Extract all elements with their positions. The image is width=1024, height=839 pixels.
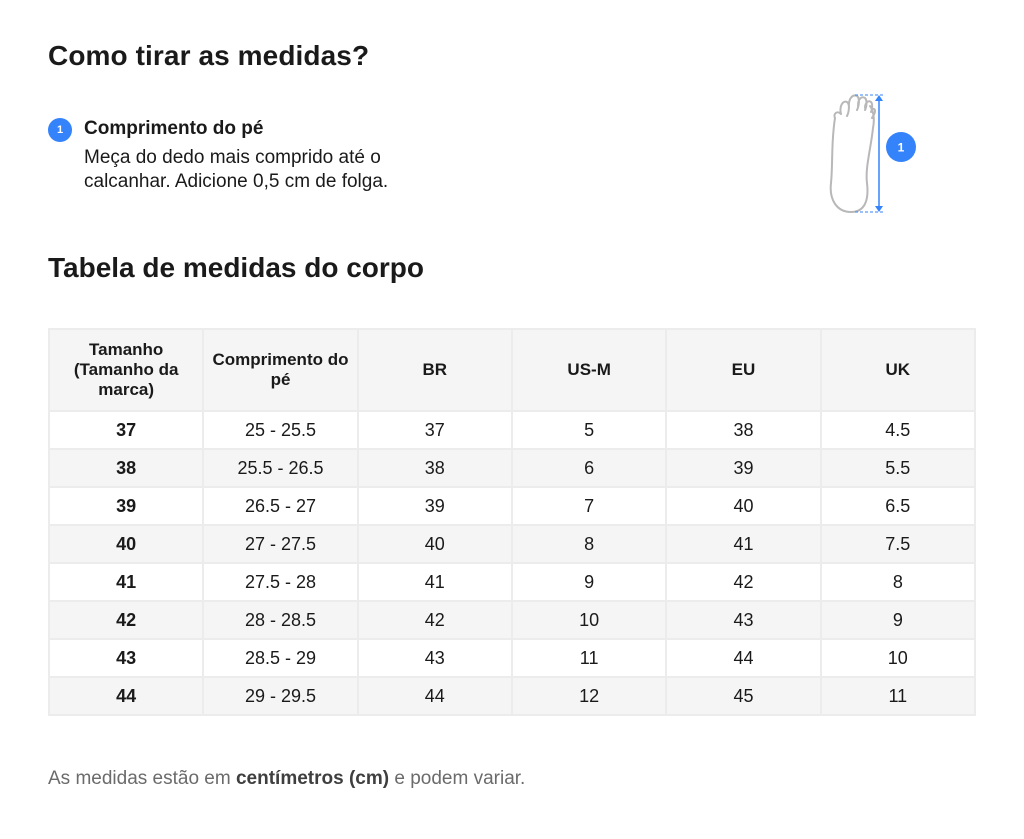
cell-foot-length: 28.5 - 29 <box>202 638 359 678</box>
header-us-m: US-M <box>510 328 668 412</box>
table-row: 39 26.5 - 27 39 7 40 6.5 <box>47 486 977 526</box>
cell-br: 37 <box>356 410 513 450</box>
cell-uk: 10 <box>819 638 977 678</box>
cell-us-m: 11 <box>510 638 668 678</box>
cell-eu: 44 <box>665 638 822 678</box>
cell-eu: 42 <box>665 562 822 602</box>
cell-br: 40 <box>356 524 513 564</box>
cell-size: 38 <box>47 448 205 488</box>
units-note-prefix: As medidas estão em <box>48 768 236 789</box>
cell-eu: 43 <box>665 600 822 640</box>
cell-us-m: 10 <box>510 600 668 640</box>
cell-eu: 39 <box>665 448 822 488</box>
cell-us-m: 6 <box>510 448 668 488</box>
cell-uk: 4.5 <box>819 410 977 450</box>
header-eu: EU <box>665 328 822 412</box>
table-row: 37 25 - 25.5 37 5 38 4.5 <box>47 410 977 450</box>
cell-eu: 45 <box>665 676 822 716</box>
cell-uk: 9 <box>819 600 977 640</box>
cell-eu: 38 <box>665 410 822 450</box>
cell-eu: 40 <box>665 486 822 526</box>
units-note-suffix: e podem variar. <box>389 768 526 789</box>
foot-length-icon: 1 <box>815 88 925 218</box>
cell-us-m: 5 <box>510 410 668 450</box>
cell-us-m: 7 <box>510 486 668 526</box>
table-row: 38 25.5 - 26.5 38 6 39 5.5 <box>47 448 977 488</box>
cell-uk: 7.5 <box>819 524 977 564</box>
cell-br: 44 <box>356 676 513 716</box>
marker-number: 1 <box>898 141 905 155</box>
cell-foot-length: 27.5 - 28 <box>202 562 359 602</box>
cell-br: 41 <box>356 562 513 602</box>
units-note-unit: centímetros (cm) <box>235 768 390 789</box>
cell-foot-length: 29 - 29.5 <box>202 676 359 716</box>
table-row: 42 28 - 28.5 42 10 43 9 <box>47 600 977 640</box>
header-foot-length: Comprimento do pé <box>202 328 359 412</box>
measure-heading: Como tirar as medidas? <box>48 40 370 71</box>
cell-uk: 5.5 <box>819 448 977 488</box>
cell-us-m: 8 <box>510 524 668 564</box>
cell-size: 44 <box>47 676 205 716</box>
units-note: As medidas estão em centímetros (cm) e p… <box>48 768 525 790</box>
cell-us-m: 9 <box>510 562 668 602</box>
cell-size: 39 <box>47 486 205 526</box>
header-br: BR <box>356 328 513 412</box>
cell-size: 41 <box>47 562 205 602</box>
step-number-badge: 1 <box>48 118 72 142</box>
cell-br: 38 <box>356 448 513 488</box>
cell-size: 37 <box>47 410 205 450</box>
header-size: Tamanho (Tamanho da marca) <box>47 328 205 412</box>
cell-us-m: 12 <box>510 676 668 716</box>
cell-foot-length: 28 - 28.5 <box>202 600 359 640</box>
table-header-row: Tamanho (Tamanho da marca) Comprimento d… <box>47 328 977 412</box>
table-row: 43 28.5 - 29 43 11 44 10 <box>47 638 977 678</box>
table-row: 40 27 - 27.5 40 8 41 7.5 <box>47 524 977 564</box>
cell-eu: 41 <box>665 524 822 564</box>
cell-br: 39 <box>356 486 513 526</box>
cell-size: 42 <box>47 600 205 640</box>
cell-size: 43 <box>47 638 205 678</box>
cell-uk: 8 <box>819 562 977 602</box>
table-row: 44 29 - 29.5 44 12 45 11 <box>47 676 977 716</box>
header-uk: UK <box>819 328 977 412</box>
cell-foot-length: 27 - 27.5 <box>202 524 359 564</box>
cell-uk: 11 <box>819 676 977 716</box>
cell-uk: 6.5 <box>819 486 977 526</box>
step-description: Meça do dedo mais comprido até o calcanh… <box>84 147 389 192</box>
step-title: Comprimento do pé <box>84 118 264 139</box>
size-table: Tamanho (Tamanho da marca) Comprimento d… <box>47 328 977 716</box>
cell-foot-length: 25 - 25.5 <box>202 410 359 450</box>
table-heading: Tabela de medidas do corpo <box>48 252 425 283</box>
cell-foot-length: 26.5 - 27 <box>202 486 359 526</box>
cell-br: 43 <box>356 638 513 678</box>
cell-size: 40 <box>47 524 205 564</box>
cell-br: 42 <box>356 600 513 640</box>
cell-foot-length: 25.5 - 26.5 <box>202 448 359 488</box>
table-row: 41 27.5 - 28 41 9 42 8 <box>47 562 977 602</box>
